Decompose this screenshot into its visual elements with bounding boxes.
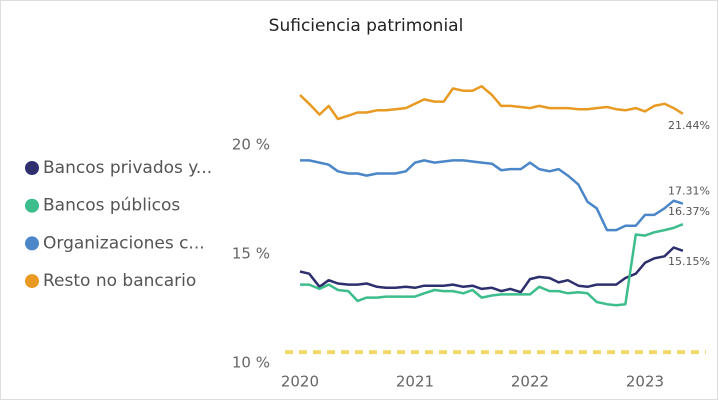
- y-tick-label: 15 %: [232, 245, 270, 263]
- legend-label: Bancos privados y...: [43, 158, 212, 178]
- legend-marker: [25, 274, 39, 289]
- y-tick-label: 10 %: [232, 354, 270, 372]
- chart-title: Suficiencia patrimonial: [269, 16, 464, 36]
- series-line: [300, 223, 684, 307]
- legend-marker: [25, 198, 39, 213]
- legend-label: Organizaciones c...: [43, 233, 205, 253]
- series-line: [300, 159, 684, 232]
- value-label: 21.44%: [668, 119, 710, 132]
- x-tick-label: 2023: [626, 373, 664, 391]
- legend-label: Resto no bancario: [43, 271, 196, 291]
- legend-marker: [25, 236, 39, 251]
- value-label: 17.31%: [668, 185, 710, 198]
- x-tick-label: 2020: [281, 373, 319, 391]
- y-tick-label: 20 %: [232, 136, 270, 154]
- legend-marker: [25, 161, 39, 175]
- x-tick-label: 2021: [396, 373, 434, 391]
- series-line: [299, 85, 684, 121]
- x-tick-label: 2022: [511, 373, 549, 391]
- value-label: 15.15%: [668, 255, 710, 268]
- value-label: 16.37%: [668, 205, 710, 218]
- legend-label: Bancos públicos: [43, 196, 180, 216]
- series-line: [299, 246, 684, 294]
